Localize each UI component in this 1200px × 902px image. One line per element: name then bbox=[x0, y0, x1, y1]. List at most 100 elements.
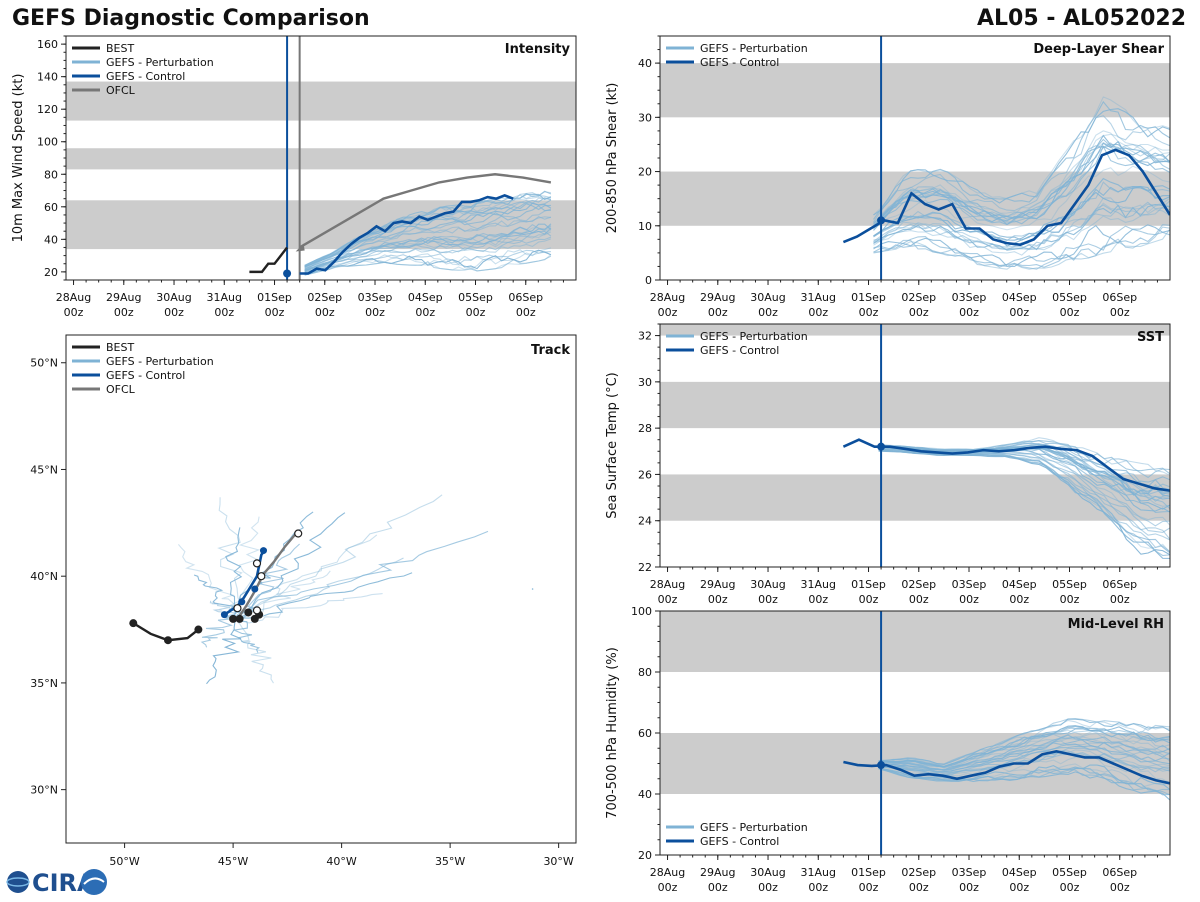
sst-init-point bbox=[877, 442, 886, 451]
sst-ytick-label: 26 bbox=[638, 468, 652, 481]
shear-xtick-date: 03Sep bbox=[952, 291, 987, 304]
track-best-point bbox=[235, 614, 244, 623]
sst-control-line bbox=[842, 438, 1170, 492]
shear-xtick-hour: 00z bbox=[658, 306, 678, 319]
sst-band-1 bbox=[660, 381, 1170, 429]
sst-band-2 bbox=[660, 324, 1170, 336]
shear-xtick-hour: 00z bbox=[959, 306, 979, 319]
track-xtick-label: 30°W bbox=[543, 855, 573, 868]
intensity-xtick-date: 04Sep bbox=[408, 291, 443, 304]
intensity-perturbation-line bbox=[304, 251, 552, 275]
intensity-perturbation-line bbox=[304, 231, 552, 272]
legend-label-control: GEFS - Control bbox=[700, 56, 779, 69]
intensity-ytick-label: 160 bbox=[37, 38, 58, 51]
intensity-xtick-date: 05Sep bbox=[458, 291, 493, 304]
track-control-point bbox=[251, 585, 259, 593]
intensity-perturbation-line bbox=[304, 247, 552, 274]
sst-ytick-label: 32 bbox=[638, 330, 652, 343]
shear-perturbation-line bbox=[873, 200, 1170, 251]
track-ofcl-point bbox=[233, 604, 242, 613]
rh-perturbation-line bbox=[878, 719, 1170, 765]
shear-xtick-date: 06Sep bbox=[1102, 291, 1137, 304]
track-ytick-label: 45°N bbox=[30, 463, 58, 476]
track-stray-point bbox=[531, 588, 534, 590]
sst-ylabel: Sea Surface Temp (°C) bbox=[605, 372, 620, 519]
shear-xtick-date: 28Aug bbox=[650, 291, 685, 304]
rh-xtick-hour: 00z bbox=[658, 881, 678, 894]
rh-xtick-hour: 00z bbox=[909, 881, 929, 894]
legend-label-control: GEFS - Control bbox=[106, 369, 185, 382]
track-perturbation-line bbox=[177, 544, 241, 618]
sst-perturbation-line bbox=[878, 444, 1170, 502]
sst-xtick-date: 02Sep bbox=[901, 578, 936, 591]
shear-xtick-hour: 00z bbox=[708, 306, 728, 319]
rh-ytick-label: 20 bbox=[638, 849, 652, 862]
shear-xtick-date: 29Aug bbox=[700, 291, 735, 304]
intensity-perturbation-line bbox=[304, 216, 551, 270]
shear-perturbation-line bbox=[873, 208, 1170, 256]
sst-ytick-label: 22 bbox=[638, 561, 652, 574]
rh-xtick-hour: 00z bbox=[959, 881, 979, 894]
intensity-xtick-hour: 00z bbox=[164, 306, 184, 319]
rh-perturbation-line bbox=[878, 718, 1170, 766]
intensity-perturbation-line bbox=[304, 199, 552, 268]
sst-perturbation-line bbox=[878, 440, 1170, 479]
intensity-band-2 bbox=[66, 81, 576, 121]
sst-xtick-hour: 00z bbox=[758, 593, 778, 606]
track-perturbation-line bbox=[240, 494, 443, 621]
track-perturbation-members bbox=[177, 494, 489, 685]
rh-perturbation-line bbox=[878, 743, 1170, 773]
rh-xtick-date: 31Aug bbox=[801, 866, 836, 879]
sst-xtick-hour: 00z bbox=[959, 593, 979, 606]
rh-xtick-date: 06Sep bbox=[1102, 866, 1137, 879]
sst-ytick-label: 30 bbox=[638, 376, 652, 389]
shear-ytick-label: 0 bbox=[645, 274, 652, 287]
intensity-ytick-label: 20 bbox=[44, 266, 58, 279]
track-title: Track bbox=[531, 343, 570, 358]
intensity-xtick-hour: 00z bbox=[114, 306, 134, 319]
rh-ylabel: 700-500 hPa Humidity (%) bbox=[605, 647, 620, 819]
legend-label-control: GEFS - Control bbox=[106, 70, 185, 83]
legend-label-ofcl: OFCL bbox=[106, 383, 136, 396]
rh-perturbation-line bbox=[878, 749, 1170, 775]
intensity-ytick-label: 60 bbox=[44, 201, 58, 214]
legend-label-control: GEFS - Control bbox=[700, 835, 779, 848]
shear-ytick-label: 20 bbox=[638, 166, 652, 179]
intensity-perturbation-line bbox=[304, 238, 552, 273]
sst-perturbation-line bbox=[878, 449, 1170, 557]
shear-perturbation-line bbox=[873, 231, 1170, 268]
shear-xtick-date: 01Sep bbox=[851, 291, 886, 304]
shear-xtick-date: 05Sep bbox=[1052, 291, 1087, 304]
shear-perturbation-line bbox=[873, 224, 1170, 268]
intensity-perturbation-line bbox=[304, 230, 552, 273]
panel-rh: 20 40 60 80 100 700-500 hPa Humidity (%) 28Aug… bbox=[605, 605, 1171, 894]
legend-label-perturbation: GEFS - Perturbation bbox=[700, 42, 808, 55]
sst-xtick-hour: 00z bbox=[658, 593, 678, 606]
sst-axes-frame bbox=[659, 323, 1171, 568]
legend-label-control: GEFS - Control bbox=[700, 344, 779, 357]
sst-xtick-date: 31Aug bbox=[801, 578, 836, 591]
intensity-perturbation-line bbox=[304, 225, 552, 272]
track-perturbation-line bbox=[209, 600, 242, 619]
shear-perturbation-line bbox=[873, 138, 1170, 230]
track-perturbation-line bbox=[193, 574, 242, 619]
track-ofcl-point bbox=[252, 606, 262, 615]
sst-xtick-date: 05Sep bbox=[1052, 578, 1087, 591]
sst-xtick-hour: 00z bbox=[1060, 593, 1080, 606]
intensity-best-line bbox=[249, 246, 289, 274]
panel-track: 50°W 45°W 40°W 35°W 30°W 30°N 35°N 40°N 45°N 50°N… bbox=[30, 334, 577, 868]
shear-title: Deep-Layer Shear bbox=[1033, 42, 1164, 57]
sst-xtick-hour: 00z bbox=[1009, 593, 1029, 606]
rh-perturbation-line bbox=[878, 736, 1170, 771]
rh-init-point bbox=[877, 761, 886, 770]
shear-perturbation-line bbox=[873, 224, 1170, 268]
rh-xtick-date: 29Aug bbox=[700, 866, 735, 879]
intensity-xtick-hour: 00z bbox=[516, 306, 536, 319]
shear-perturbation-line bbox=[873, 96, 1170, 216]
rh-ytick-label: 80 bbox=[638, 666, 652, 679]
track-axes-frame bbox=[65, 334, 577, 844]
shear-perturbation-line bbox=[873, 140, 1170, 228]
rh-perturbation-line bbox=[878, 733, 1170, 769]
shear-perturbation-members bbox=[873, 96, 1170, 270]
